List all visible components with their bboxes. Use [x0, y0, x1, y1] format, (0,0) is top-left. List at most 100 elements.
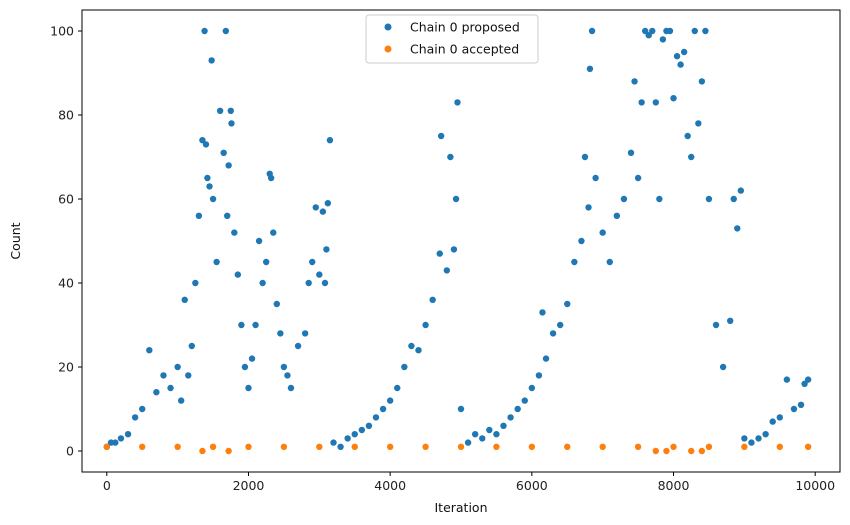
data-point-proposed: [287, 384, 295, 392]
legend-label-proposed: Chain 0 proposed: [410, 20, 520, 35]
data-point-proposed: [262, 258, 270, 266]
data-point-accepted: [493, 443, 500, 450]
data-point-proposed: [613, 212, 621, 219]
data-point-accepted: [663, 447, 670, 455]
data-point-proposed: [737, 187, 745, 194]
data-point-proposed: [649, 27, 656, 35]
legend: Chain 0 proposed Chain 0 accepted: [365, 14, 539, 64]
data-point-proposed: [673, 53, 681, 60]
data-point-proposed: [372, 414, 380, 421]
data-point-proposed: [316, 271, 323, 278]
y-tick-label: 20: [58, 360, 74, 375]
series-accepted-marks: [103, 443, 812, 455]
data-point-accepted: [634, 443, 642, 450]
data-point-proposed: [588, 27, 596, 35]
data-point-proposed: [238, 321, 245, 329]
y-tick-label: 100: [50, 24, 74, 39]
data-point-proposed: [131, 414, 139, 421]
data-point-proposed: [146, 347, 153, 354]
data-point-proposed: [139, 405, 146, 413]
data-point-proposed: [677, 61, 684, 68]
data-point-proposed: [645, 32, 652, 39]
data-point-proposed: [220, 149, 227, 156]
data-point-proposed: [804, 376, 812, 383]
data-point-proposed: [599, 229, 606, 236]
data-point-proposed: [620, 195, 628, 203]
y-tick-label: 60: [58, 192, 74, 207]
data-point-proposed: [581, 153, 589, 161]
y-tick-label: 80: [58, 108, 74, 123]
data-point-proposed: [457, 405, 465, 413]
data-point-proposed: [688, 153, 695, 161]
data-point-proposed: [450, 246, 458, 253]
data-point-proposed: [294, 342, 302, 350]
data-point-proposed: [755, 435, 762, 442]
data-point-accepted: [422, 443, 429, 450]
data-point-accepted: [698, 447, 706, 455]
data-point-proposed: [309, 258, 316, 266]
data-point-proposed: [245, 384, 252, 392]
data-point-proposed: [216, 107, 224, 115]
data-point-proposed: [188, 342, 195, 350]
data-point-proposed: [712, 321, 720, 329]
data-point-accepted: [599, 443, 606, 450]
data-point-proposed: [401, 363, 408, 371]
data-point-proposed: [437, 132, 445, 140]
data-point-proposed: [267, 174, 275, 182]
data-point-proposed: [323, 246, 330, 253]
data-point-proposed: [592, 174, 599, 182]
data-point-proposed: [124, 431, 132, 438]
x-axis-label: Iteration: [434, 500, 487, 515]
data-point-proposed: [539, 309, 546, 316]
legend-label-accepted: Chain 0 accepted: [410, 42, 519, 57]
data-point-proposed: [234, 271, 242, 278]
data-point-proposed: [206, 183, 213, 190]
data-point-proposed: [185, 372, 192, 379]
data-point-proposed: [535, 372, 543, 379]
x-tick-label: 10000: [795, 478, 835, 493]
data-point-proposed: [452, 195, 460, 203]
data-point-proposed: [585, 204, 592, 211]
data-point-proposed: [201, 27, 208, 35]
data-point-proposed: [447, 153, 454, 161]
data-point-proposed: [500, 422, 507, 429]
data-point-proposed: [112, 439, 119, 446]
data-point-proposed: [471, 431, 479, 438]
data-point-proposed: [227, 107, 234, 115]
data-point-proposed: [209, 195, 217, 203]
data-point-proposed: [670, 95, 677, 102]
data-point-proposed: [177, 397, 185, 404]
data-point-proposed: [365, 422, 373, 429]
data-point-proposed: [479, 435, 486, 442]
data-point-proposed: [195, 212, 203, 219]
data-point-proposed: [684, 132, 691, 140]
data-point-proposed: [301, 330, 309, 337]
data-point-proposed: [741, 435, 748, 442]
legend-box: [365, 14, 539, 64]
data-point-proposed: [656, 195, 663, 203]
x-tick-label: 4000: [374, 478, 406, 493]
data-point-proposed: [493, 431, 500, 438]
data-point-proposed: [386, 397, 394, 404]
data-point-accepted: [528, 443, 536, 450]
data-point-accepted: [174, 443, 181, 450]
data-point-proposed: [606, 258, 613, 266]
data-point-proposed: [312, 204, 319, 211]
data-point-proposed: [228, 120, 235, 127]
data-point-proposed: [208, 57, 215, 64]
data-point-proposed: [337, 443, 344, 450]
data-point-proposed: [659, 36, 667, 43]
data-point-proposed: [521, 397, 528, 404]
data-point-proposed: [241, 363, 249, 371]
data-point-proposed: [666, 27, 674, 35]
data-point-proposed: [705, 195, 713, 203]
data-point-proposed: [769, 418, 776, 425]
x-tick-label: 6000: [516, 478, 548, 493]
data-point-proposed: [321, 279, 329, 287]
series-proposed-marks: [103, 27, 812, 450]
data-point-proposed: [379, 405, 387, 413]
data-point-proposed: [202, 141, 210, 148]
data-point-proposed: [273, 300, 281, 308]
data-point-proposed: [252, 321, 259, 329]
